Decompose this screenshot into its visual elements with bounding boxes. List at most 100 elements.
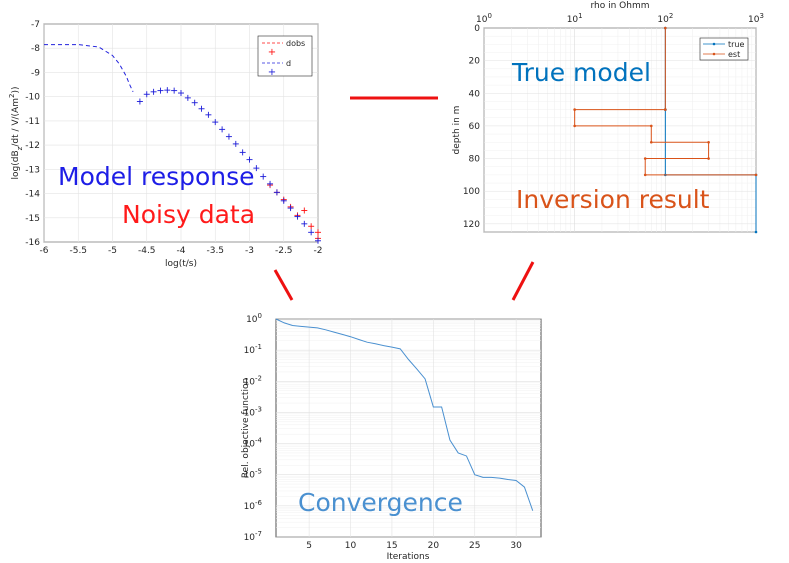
response-x-tick-label: -2 [314, 246, 323, 256]
inversion-y-tick-label: 20 [469, 57, 481, 67]
response-y-tick-label: -16 [25, 238, 40, 248]
response-y-label: log(dBz/dt / V/(Am2)) [8, 87, 24, 180]
inversion-est-point [664, 108, 667, 111]
inversion-panel: 100 101 102 103 0 20 40 60 80 100 120 rho in Ohmm… [452, 1, 764, 234]
modelled-data-point [191, 99, 198, 106]
modelled-data-point [260, 173, 267, 180]
convergence-y-tick-label: 100 [246, 312, 262, 325]
convergence-y-tick-label: 10-6 [244, 499, 263, 512]
legend-d-label: d [286, 59, 291, 68]
convergence-y-label: Rel. objective function [241, 378, 251, 478]
observed-data-point [315, 229, 321, 236]
observed-data-point [308, 223, 315, 230]
response-x-tick-label: -3.5 [206, 246, 224, 256]
inversion-est-point [649, 140, 653, 144]
legend-d-marker: + [268, 67, 276, 78]
convergence-y-tick-label: 10-7 [244, 530, 262, 543]
convergence-y-tick-label: 10-1 [244, 343, 262, 356]
modelled-data-point [143, 91, 150, 98]
legend-true-marker [712, 42, 716, 46]
inversion-x-tick-label: 100 [476, 12, 492, 25]
connector-response-to-convergence [273, 269, 294, 301]
inversion-y-tick-label: 120 [463, 220, 480, 230]
inversion-est-point [664, 26, 667, 30]
response-y-tick-label: -12 [25, 141, 40, 151]
inversion-y-tick-label: 80 [469, 155, 481, 165]
model-response-annotation: Model response [58, 162, 255, 191]
response-panel: -6 -5.5 -5 -4.5 -4 -3.5 -3 -2.5 -2 -7 -8 -9 -10 -11 -… [8, 20, 322, 269]
inversion-axes [483, 27, 757, 233]
modelled-data-point [212, 119, 219, 126]
response-x-tick-label: -5 [108, 246, 117, 256]
inversion-est-point [754, 173, 758, 177]
convergence-x-label: Iterations [387, 552, 430, 562]
observed-data-point [301, 207, 308, 214]
modelled-data-point [308, 229, 315, 236]
response-y-tick-label: -8 [31, 44, 40, 54]
modelled-data-point [184, 94, 191, 101]
convergence-x-tick-label: 20 [428, 541, 440, 551]
true-model-annotation: True model [511, 58, 651, 87]
inversion-y-tick-label: 0 [474, 24, 480, 34]
noisy-data-annotation: Noisy data [122, 200, 255, 229]
modelled-data-point [267, 180, 274, 187]
modelled-data-point [239, 149, 246, 156]
inversion-est-point [707, 140, 710, 144]
inversion-result-annotation: Inversion result [516, 185, 710, 214]
convergence-y-tick-label: 10-4 [244, 437, 263, 450]
legend-true-label: true [728, 40, 744, 49]
legend-est-marker [712, 52, 716, 56]
modelled-data-point [198, 105, 205, 112]
response-y-tick-label: -7 [31, 20, 40, 30]
convergence-x-tick-label: 10 [345, 541, 357, 551]
convergence-x-tick-label: 25 [469, 541, 480, 551]
inversion-true-point [754, 230, 758, 234]
convergence-annotation: Convergence [298, 488, 463, 517]
inversion-x-tick-label: 103 [748, 12, 764, 25]
response-x-tick-label: -4.5 [138, 246, 156, 256]
inversion-y-tick-label: 60 [469, 122, 481, 132]
modelled-data-point [246, 156, 253, 163]
connector-inversion-to-convergence [511, 261, 535, 301]
modelled-data-point [273, 189, 280, 196]
legend-est-label: est [728, 50, 740, 59]
response-y-tick-label: -13 [25, 165, 40, 175]
modelled-data-point [315, 237, 321, 244]
modelled-data-point [287, 205, 294, 212]
response-y-tick-label: -10 [25, 93, 40, 103]
legend-dobs-marker: + [268, 47, 276, 58]
modelled-data-point [164, 87, 171, 94]
modelled-data-point [280, 197, 287, 204]
response-x-tick-label: -3 [245, 246, 254, 256]
inversion-est-point [649, 124, 653, 128]
modelled-data-point [157, 87, 164, 94]
modelled-data-point [150, 88, 157, 95]
response-x-tick-label: -4 [177, 246, 186, 256]
modelled-data-point [205, 111, 212, 118]
inversion-legend-box [699, 37, 749, 61]
inversion-legend: true est [699, 37, 749, 61]
response-curve-line [44, 44, 134, 93]
response-x-label: log(t/s) [165, 259, 197, 269]
inversion-est-point [643, 173, 647, 177]
convergence-y-tick-label: 10-5 [244, 468, 262, 481]
inversion-y-label: depth in m [452, 106, 462, 155]
modelled-data-point [301, 220, 308, 227]
convergence-x-tick-label: 30 [510, 541, 522, 551]
response-legend: dobs + d + [257, 35, 313, 78]
inversion-y-tick-label: 100 [463, 187, 480, 197]
inversion-est-point [573, 124, 576, 128]
convergence-x-tick-label: 15 [386, 541, 397, 551]
modelled-data-point [294, 213, 301, 220]
legend-dobs-label: dobs [286, 39, 305, 48]
convergence-y-tick-label: 10-3 [244, 405, 262, 418]
inversion-est-point [643, 157, 647, 160]
response-x-tick-label: -6 [40, 246, 49, 256]
convergence-panel: 5 10 15 20 25 30 100 10-1 10-2 10-3 10-4 10-5 10-6 1… [241, 312, 542, 562]
convergence-axes [275, 318, 542, 538]
modelled-data-point [253, 165, 260, 172]
modelled-data-point [219, 126, 226, 133]
response-y-tick-label: -11 [25, 117, 40, 127]
response-y-tick-label: -15 [25, 214, 40, 224]
